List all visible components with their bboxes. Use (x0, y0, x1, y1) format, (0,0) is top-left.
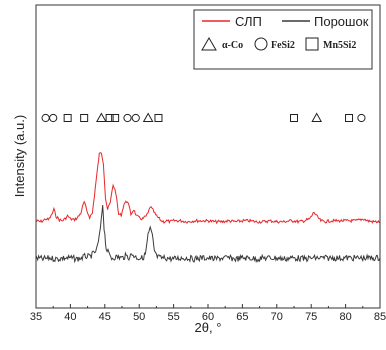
legend-triangle-icon (201, 37, 217, 51)
x-tick-label-65: 65 (236, 311, 248, 323)
legend-label-powder: Порошок (314, 14, 369, 29)
peak-marker-triangle-9 (142, 112, 154, 122)
x-tick-label-75: 75 (305, 311, 317, 323)
legend-phase-mn5si2: Mn5Si2 (323, 40, 356, 51)
peak-marker-circle-14 (357, 113, 366, 123)
legend-phase-fesi2: FeSi2 (271, 40, 295, 51)
peak-marker-circle-1 (49, 113, 58, 123)
y-axis-label: Intensity (a.u.) (12, 115, 27, 197)
plot-layer (35, 112, 381, 264)
peak-marker-triangle-12 (311, 112, 323, 122)
peak-marker-square-2 (63, 114, 72, 122)
peak-marker-square-11 (290, 114, 298, 122)
peak-marker-square-6 (111, 114, 120, 122)
x-tick-label-60: 60 (202, 311, 214, 323)
x-tick-label-85: 85 (374, 311, 386, 323)
x-tick-label-45: 45 (99, 311, 111, 323)
peak-marker-square-5 (105, 114, 114, 122)
series-slp-line (35, 152, 381, 225)
peak-marker-circle-7 (123, 113, 132, 123)
legend: СЛП Порошок α-Co FeSi2 Mn5Si2 (193, 9, 373, 70)
peak-marker-square-10 (154, 114, 163, 122)
legend-phase-alpha-co: α-Co (222, 40, 243, 51)
x-tick-label-70: 70 (271, 311, 283, 323)
x-axis: 35 40 45 50 55 60 65 70 75 80 85 (30, 304, 386, 323)
x-tick-label-40: 40 (64, 311, 76, 323)
x-tick-label-80: 80 (339, 311, 351, 323)
peak-marker-square-3 (80, 114, 89, 122)
x-axis-label: 2θ, ° (195, 320, 222, 335)
legend-circle-icon (254, 37, 268, 51)
legend-box (193, 9, 373, 70)
series-powder-line (35, 205, 381, 264)
x-tick-label-55: 55 (167, 311, 179, 323)
legend-square-icon (305, 37, 319, 51)
x-tick-label-35: 35 (30, 311, 42, 323)
peak-marker-square-13 (345, 114, 354, 122)
legend-label-slp: СЛП (235, 14, 262, 29)
peak-marker-circle-8 (131, 113, 140, 123)
peak-marker-triangle-4 (96, 112, 107, 122)
x-tick-label-50: 50 (133, 311, 145, 323)
peak-marker-circle-0 (41, 113, 50, 123)
